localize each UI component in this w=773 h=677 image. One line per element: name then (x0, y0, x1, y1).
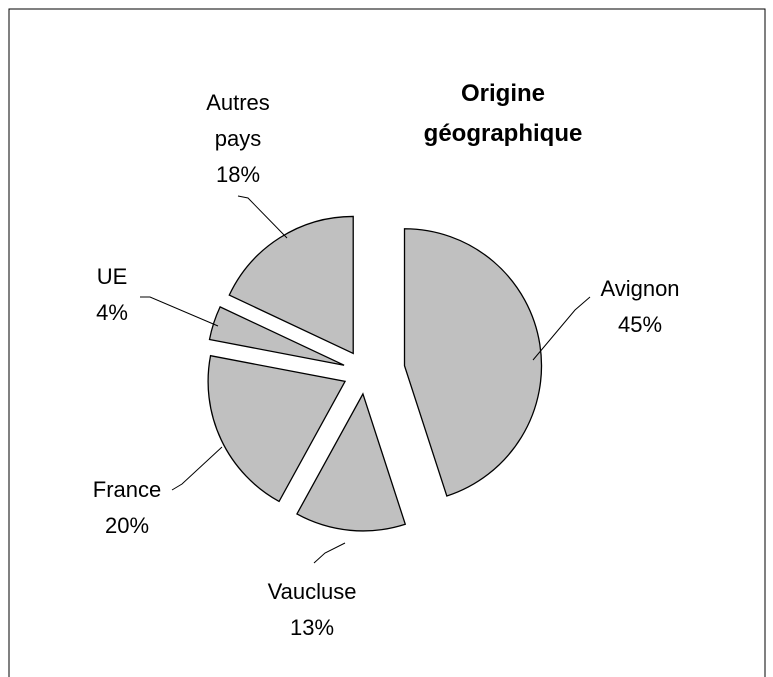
slice-label: France (93, 477, 161, 502)
leader-line (237, 195, 288, 239)
pie-slice (208, 306, 345, 366)
slice-value-label: 20% (105, 513, 149, 538)
slice-value-label: 18% (216, 162, 260, 187)
pie-slice (207, 354, 347, 503)
chart-title: Origine géographique (424, 80, 583, 147)
slice-label: Avignon (600, 276, 679, 301)
slice-label: Autres pays (206, 90, 270, 151)
leader-line (140, 296, 219, 327)
slice-label: UE (97, 264, 128, 289)
slice-label: Vaucluse (268, 579, 357, 604)
pie-slice (403, 228, 543, 497)
leader-line (171, 446, 223, 491)
leader-line (313, 542, 346, 564)
slice-value-label: 45% (618, 312, 662, 337)
slice-value-label: 4% (96, 300, 128, 325)
chart-frame (8, 8, 766, 677)
pie-slice (296, 392, 407, 532)
slice-value-label: 13% (290, 615, 334, 640)
pie-slice (228, 215, 354, 355)
leader-line (532, 296, 591, 361)
